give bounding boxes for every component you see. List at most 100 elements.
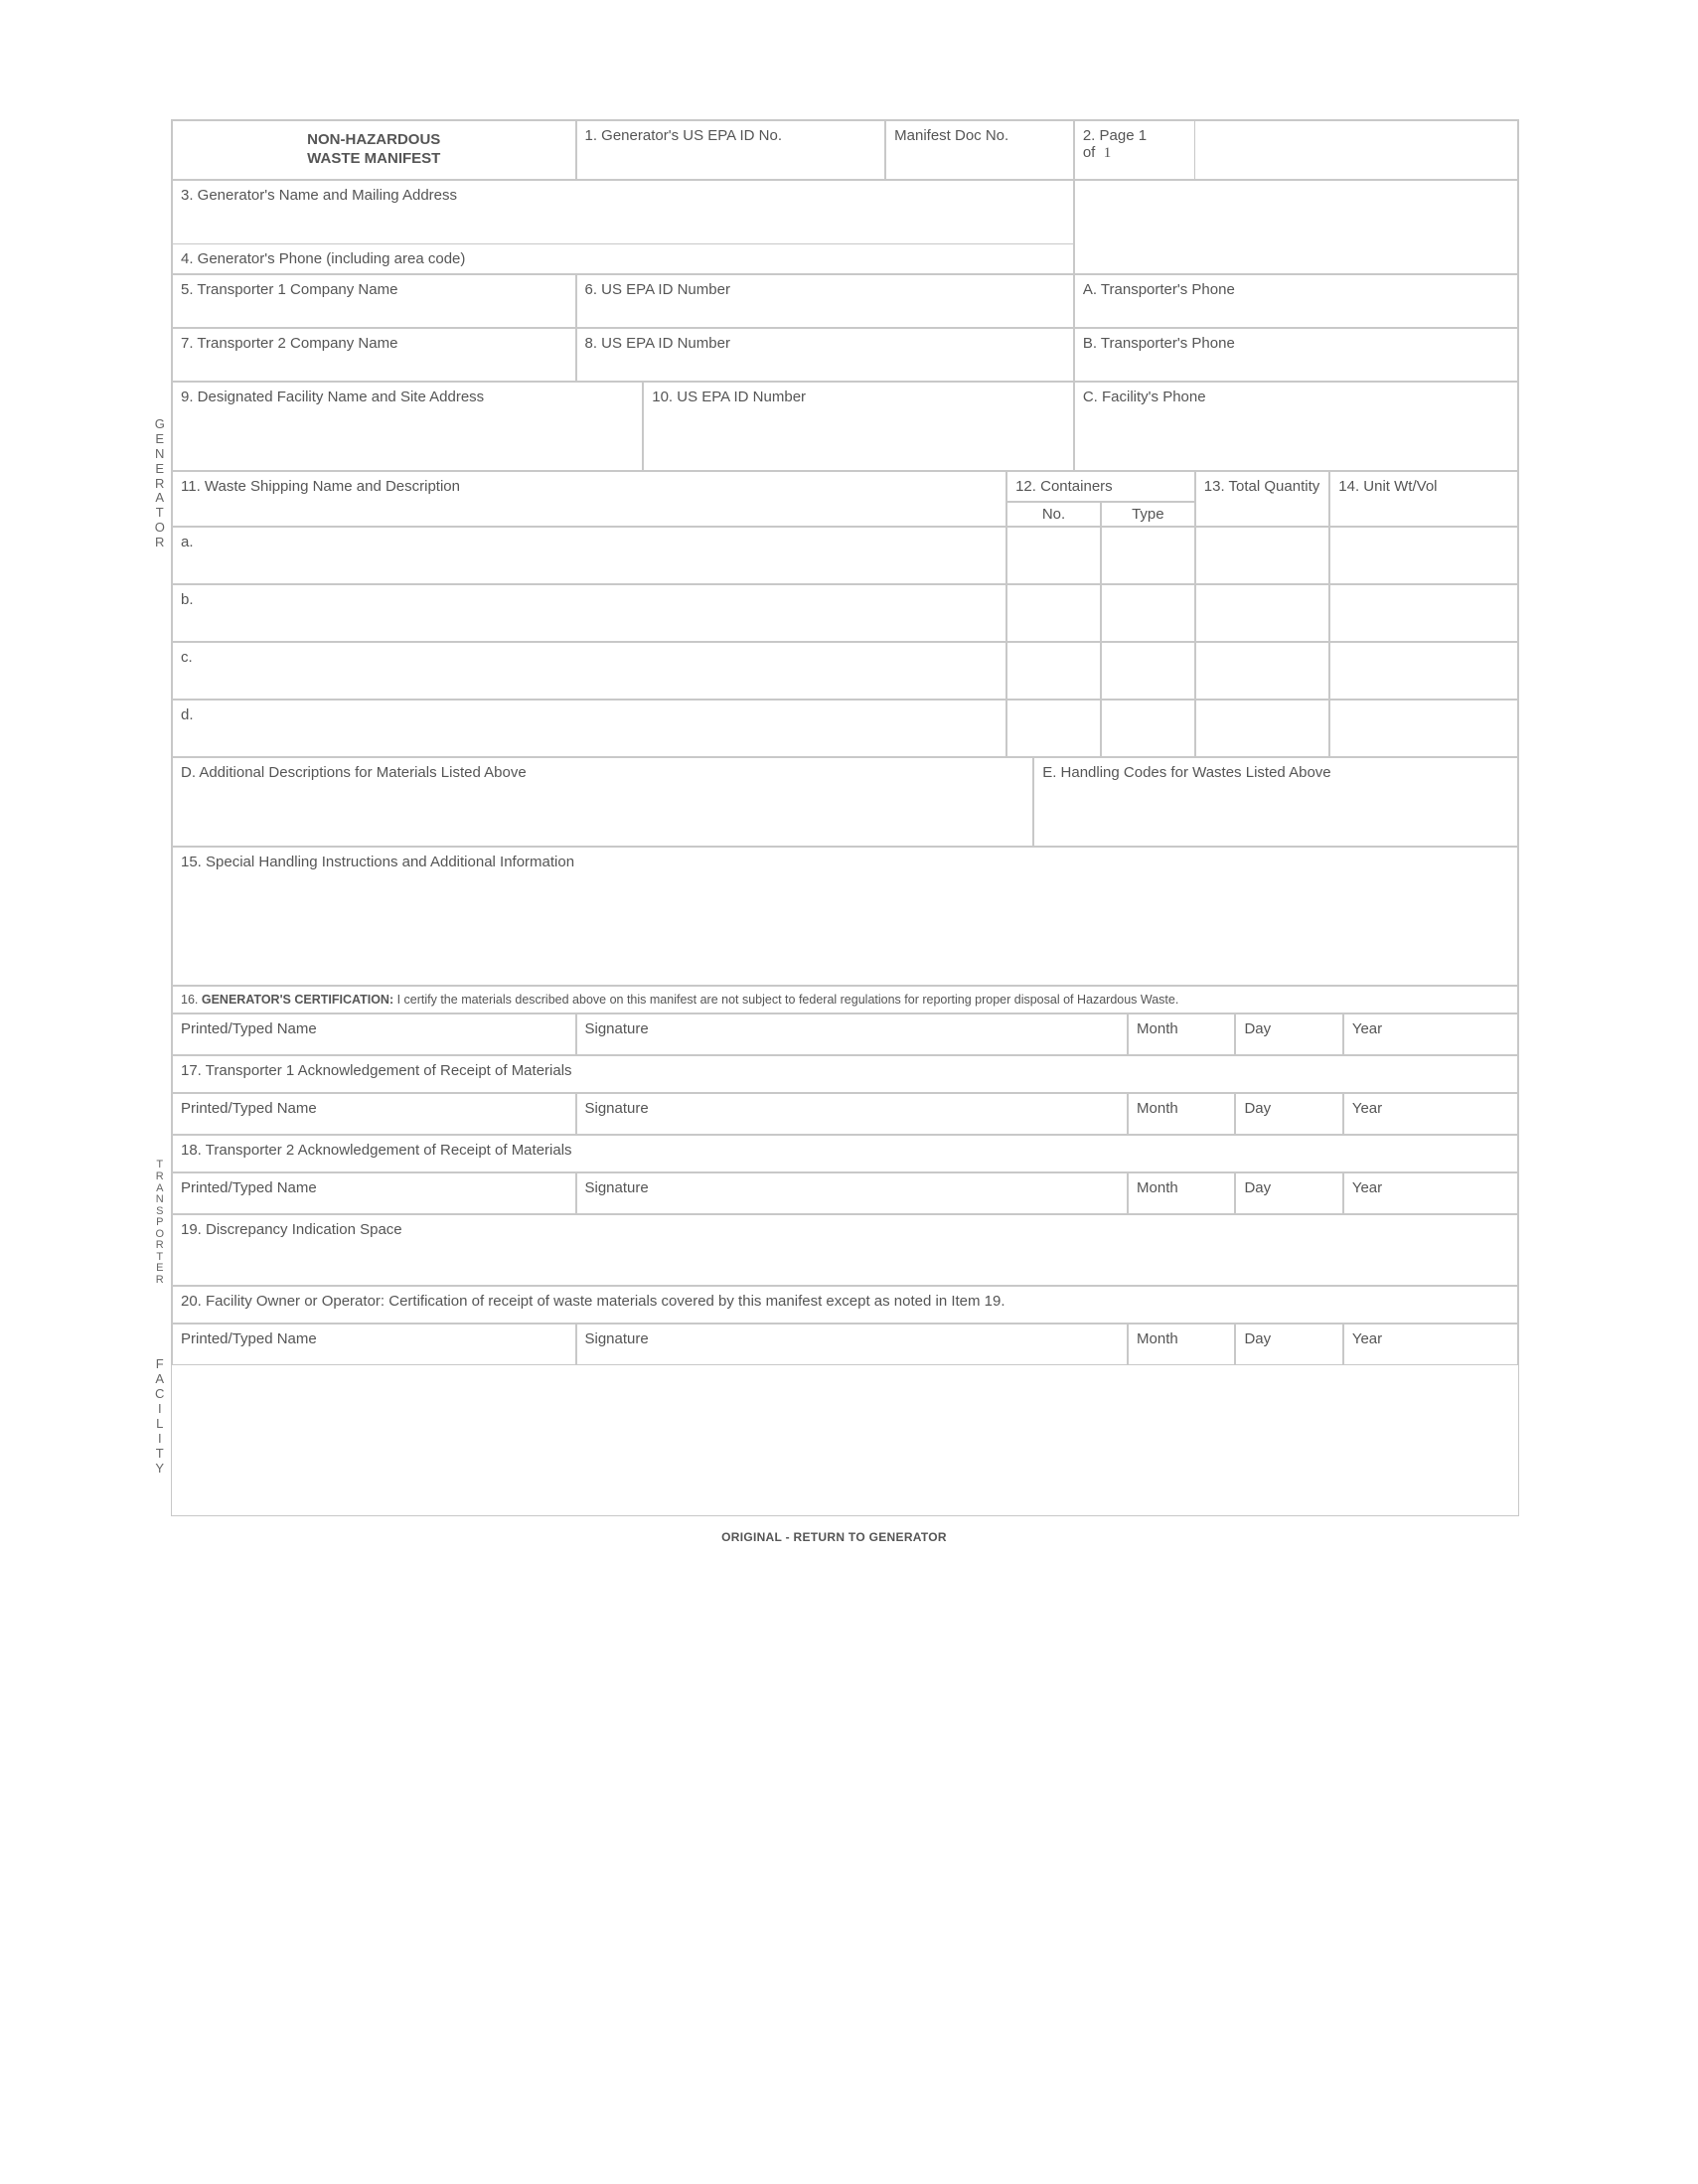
manifest-form: GENERATOR TRANSPORTER FACILITY NON-HAZAR… [149,119,1519,1516]
fac-day[interactable]: Day [1235,1324,1342,1365]
field-20-facility-cert: 20. Facility Owner or Operator: Certific… [172,1286,1518,1324]
field-19-discrepancy[interactable]: 19. Discrepancy Indication Space [172,1214,1518,1286]
header-blank [1195,120,1518,180]
sig-row-transporter1: Printed/Typed Name Signature Month Day Y… [172,1093,1518,1135]
field-7-transporter2-name[interactable]: 7. Transporter 2 Company Name [172,328,576,382]
form-title: NON-HAZARDOUS WASTE MANIFEST [172,120,576,180]
field-8-epa-id[interactable]: 8. US EPA ID Number [576,328,1074,382]
t2-year[interactable]: Year [1343,1172,1518,1214]
field-c-facility-phone[interactable]: C. Facility's Phone [1074,382,1518,471]
waste-d-type[interactable] [1101,700,1195,757]
side-label-transporter: TRANSPORTER [149,1129,171,1318]
t2-day[interactable]: Day [1235,1172,1342,1214]
field-manifest-doc-no[interactable]: Manifest Doc No. [885,120,1074,180]
page-label: 2. Page 1 [1083,127,1186,144]
waste-a-desc[interactable]: a. [172,527,1006,584]
gen-year[interactable]: Year [1343,1014,1518,1055]
waste-c-type[interactable] [1101,642,1195,700]
field-12-containers-header: 12. Containers [1006,471,1195,502]
row-17: 17. Transporter 1 Acknowledgement of Rec… [172,1055,1518,1093]
field-2-page: 2. Page 1 of 1 [1074,120,1195,180]
field-1-epa-id[interactable]: 1. Generator's US EPA ID No. [576,120,886,180]
waste-c-desc[interactable]: c. [172,642,1006,700]
gen-signature[interactable]: Signature [576,1014,1129,1055]
waste-b-qty[interactable] [1195,584,1330,642]
header-row: NON-HAZARDOUS WASTE MANIFEST 1. Generato… [172,120,1518,180]
waste-b-desc[interactable]: b. [172,584,1006,642]
field-e-handling-codes[interactable]: E. Handling Codes for Wastes Listed Abov… [1033,757,1518,847]
row-d-e: D. Additional Descriptions for Materials… [172,757,1518,847]
waste-a-unit[interactable] [1329,527,1518,584]
row-16-cert: 16. GENERATOR'S CERTIFICATION: I certify… [172,986,1518,1014]
field-5-transporter1-name[interactable]: 5. Transporter 1 Company Name [172,274,576,328]
footer-note: ORIGINAL - RETURN TO GENERATOR [149,1516,1519,1544]
waste-c-qty[interactable] [1195,642,1330,700]
form-title-line2: WASTE MANIFEST [179,150,569,169]
field-15-special-instructions[interactable]: 15. Special Handling Instructions and Ad… [172,847,1518,986]
generator-info-blank [1074,180,1518,274]
sig-row-generator: Printed/Typed Name Signature Month Day Y… [172,1014,1518,1055]
sig-row-transporter2: Printed/Typed Name Signature Month Day Y… [172,1172,1518,1214]
manifest-table: NON-HAZARDOUS WASTE MANIFEST 1. Generato… [171,119,1519,1516]
waste-d-desc[interactable]: d. [172,700,1006,757]
field-3-generator-name[interactable]: 3. Generator's Name and Mailing Address [172,180,1074,243]
waste-row-a: a. [172,527,1518,584]
col-no-header: No. [1006,502,1101,527]
waste-c-no[interactable] [1006,642,1101,700]
col-type-header: Type [1101,502,1195,527]
waste-b-no[interactable] [1006,584,1101,642]
waste-row-d: d. [172,700,1518,757]
row-generator-info: 3. Generator's Name and Mailing Address … [172,180,1518,274]
sig-row-facility: Printed/Typed Name Signature Month Day Y… [172,1324,1518,1365]
fac-month[interactable]: Month [1128,1324,1235,1365]
row-15: 15. Special Handling Instructions and Ad… [172,847,1518,986]
side-label-facility: FACILITY [149,1318,171,1516]
field-10-epa-id[interactable]: 10. US EPA ID Number [643,382,1074,471]
waste-c-unit[interactable] [1329,642,1518,700]
field-18-transporter2-ack: 18. Transporter 2 Acknowledgement of Rec… [172,1135,1518,1172]
waste-b-type[interactable] [1101,584,1195,642]
t1-day[interactable]: Day [1235,1093,1342,1135]
side-label-generator: GENERATOR [149,173,171,795]
field-9-facility-name[interactable]: 9. Designated Facility Name and Site Add… [172,382,643,471]
waste-row-c: c. [172,642,1518,700]
fac-printed-name[interactable]: Printed/Typed Name [172,1324,576,1365]
waste-d-no[interactable] [1006,700,1101,757]
gen-month[interactable]: Month [1128,1014,1235,1055]
waste-a-qty[interactable] [1195,527,1330,584]
field-17-transporter1-ack: 17. Transporter 1 Acknowledgement of Rec… [172,1055,1518,1093]
field-a-transporter1-phone[interactable]: A. Transporter's Phone [1074,274,1518,328]
fac-year[interactable]: Year [1343,1324,1518,1365]
field-13-quantity-header: 13. Total Quantity [1195,471,1330,527]
waste-d-unit[interactable] [1329,700,1518,757]
waste-a-no[interactable] [1006,527,1101,584]
fac-signature[interactable]: Signature [576,1324,1129,1365]
field-6-epa-id[interactable]: 6. US EPA ID Number [576,274,1074,328]
waste-d-qty[interactable] [1195,700,1330,757]
t2-month[interactable]: Month [1128,1172,1235,1214]
t2-printed-name[interactable]: Printed/Typed Name [172,1172,576,1214]
page-of: of 1 [1083,144,1186,162]
row-transporter-2: 7. Transporter 2 Company Name 8. US EPA … [172,328,1518,382]
gen-day[interactable]: Day [1235,1014,1342,1055]
gen-printed-name[interactable]: Printed/Typed Name [172,1014,576,1055]
waste-a-type[interactable] [1101,527,1195,584]
row-20: 20. Facility Owner or Operator: Certific… [172,1286,1518,1324]
field-d-additional-desc[interactable]: D. Additional Descriptions for Materials… [172,757,1033,847]
field-b-transporter2-phone[interactable]: B. Transporter's Phone [1074,328,1518,382]
field-11-waste-desc-header: 11. Waste Shipping Name and Description [172,471,1006,527]
row-facility: 9. Designated Facility Name and Site Add… [172,382,1518,471]
waste-b-unit[interactable] [1329,584,1518,642]
row-waste-header: 11. Waste Shipping Name and Description … [172,471,1518,527]
field-16-certification: 16. GENERATOR'S CERTIFICATION: I certify… [172,986,1518,1014]
field-4-generator-phone[interactable]: 4. Generator's Phone (including area cod… [172,243,1074,274]
t1-signature[interactable]: Signature [576,1093,1129,1135]
t1-month[interactable]: Month [1128,1093,1235,1135]
field-14-unit-header: 14. Unit Wt/Vol [1329,471,1518,527]
row-19: 19. Discrepancy Indication Space [172,1214,1518,1286]
side-label-column: GENERATOR TRANSPORTER FACILITY [149,119,171,1516]
t2-signature[interactable]: Signature [576,1172,1129,1214]
row-18: 18. Transporter 2 Acknowledgement of Rec… [172,1135,1518,1172]
t1-printed-name[interactable]: Printed/Typed Name [172,1093,576,1135]
t1-year[interactable]: Year [1343,1093,1518,1135]
